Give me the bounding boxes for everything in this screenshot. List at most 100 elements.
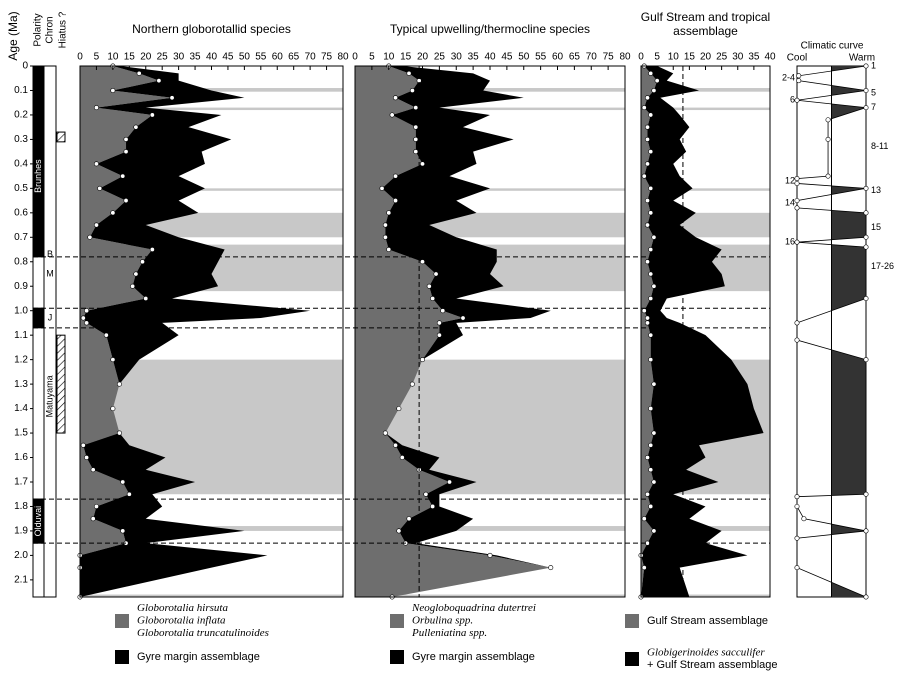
- data-point: [110, 210, 116, 216]
- x-tick-label: 45: [222, 52, 234, 63]
- data-point: [93, 161, 99, 167]
- data-point: [110, 87, 116, 93]
- y-tick-label: 1.6: [14, 452, 28, 463]
- data-point: [648, 406, 654, 412]
- data-point: [446, 479, 452, 485]
- x-tick-label: 15: [124, 52, 136, 63]
- data-point: [103, 332, 109, 338]
- shaded-interval: [641, 188, 770, 191]
- data-point: [93, 222, 99, 228]
- data-point: [116, 430, 122, 436]
- data-point: [651, 87, 657, 93]
- legend-label: Globorotalia hirsuta: [137, 602, 228, 614]
- shaded-interval: [641, 594, 770, 597]
- data-point: [169, 95, 175, 101]
- legend-swatch: [390, 614, 404, 628]
- shaded-interval: [355, 526, 625, 531]
- data-point: [406, 70, 412, 76]
- y-axis-label: Age (Ma): [6, 11, 20, 60]
- x-tick-label: 80: [337, 52, 349, 63]
- climate-point: [863, 210, 869, 216]
- x-tick-label: 15: [684, 52, 696, 63]
- climate-point: [863, 491, 869, 497]
- data-point: [648, 247, 654, 253]
- data-point: [433, 271, 439, 277]
- x-tick-label: 30: [732, 52, 744, 63]
- data-point: [644, 95, 650, 101]
- climate-point: [794, 337, 800, 343]
- x-tick-label: 70: [305, 52, 317, 63]
- stage-label: 17-26: [871, 261, 894, 271]
- data-point: [97, 185, 103, 191]
- data-point: [644, 455, 650, 461]
- data-point: [648, 503, 654, 509]
- data-point: [406, 516, 412, 522]
- x-tick-label: 60: [272, 52, 284, 63]
- data-point: [487, 552, 493, 558]
- x-tick-label: 75: [321, 52, 333, 63]
- climate-point: [863, 295, 869, 301]
- y-tick-label: 0.3: [14, 134, 28, 145]
- climate-point: [794, 198, 800, 204]
- climate-point: [863, 234, 869, 240]
- y-tick-label: 0.5: [14, 183, 28, 194]
- x-tick-label: 0: [77, 52, 83, 63]
- legend-swatch: [625, 652, 639, 666]
- x-tick-label: 20: [417, 52, 429, 63]
- data-point: [644, 161, 650, 167]
- legend-swatch: [115, 650, 129, 664]
- chron-label: Matuyama: [44, 375, 54, 417]
- y-tick-label: 0.7: [14, 232, 28, 243]
- data-point: [80, 315, 86, 321]
- data-point: [413, 105, 419, 111]
- data-point: [392, 198, 398, 204]
- data-point: [392, 173, 398, 179]
- y-tick-label: 0.2: [14, 110, 28, 121]
- climate-point: [863, 87, 869, 93]
- data-point: [409, 381, 415, 387]
- data-point: [648, 467, 654, 473]
- data-point: [110, 406, 116, 412]
- legend-label: Globorotalia inflata: [137, 615, 226, 627]
- x-tick-label: 50: [518, 52, 530, 63]
- climate-point: [794, 205, 800, 211]
- data-point: [548, 565, 554, 571]
- area-black: [382, 66, 551, 597]
- data-point: [436, 320, 442, 326]
- data-point: [644, 198, 650, 204]
- data-point: [648, 332, 654, 338]
- y-tick-label: 0.4: [14, 159, 28, 170]
- data-point: [399, 455, 405, 461]
- data-point: [120, 528, 126, 534]
- data-point: [93, 503, 99, 509]
- data-point: [648, 442, 654, 448]
- data-point: [460, 315, 466, 321]
- x-tick-label: 5: [94, 52, 100, 63]
- data-point: [419, 259, 425, 265]
- data-point: [126, 491, 132, 497]
- data-point: [651, 430, 657, 436]
- data-point: [644, 124, 650, 130]
- data-point: [641, 173, 647, 179]
- legend-label: Gyre margin assemblage: [412, 651, 535, 663]
- data-point: [382, 234, 388, 240]
- shaded-interval: [80, 88, 343, 92]
- y-tick-label: 1.8: [14, 501, 28, 512]
- x-tick-label: 35: [748, 52, 760, 63]
- legend-label: Gyre margin assemblage: [137, 651, 260, 663]
- data-point: [648, 295, 654, 301]
- legend-label: Orbulina spp.: [412, 615, 473, 627]
- data-point: [156, 78, 162, 84]
- x-tick-label: 25: [716, 52, 728, 63]
- data-point: [396, 406, 402, 412]
- shaded-interval: [355, 107, 625, 111]
- chron-label: J: [48, 312, 53, 322]
- x-tick-label: 40: [484, 52, 496, 63]
- x-tick-label: 10: [383, 52, 395, 63]
- y-tick-label: 1.0: [14, 305, 28, 316]
- data-point: [644, 320, 650, 326]
- stage-label: 12: [785, 175, 795, 185]
- data-point: [436, 332, 442, 338]
- climate-point: [863, 244, 869, 250]
